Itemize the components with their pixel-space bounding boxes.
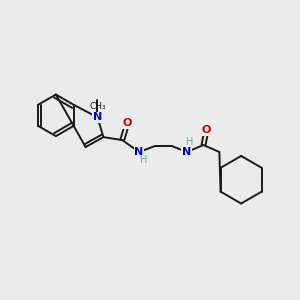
Text: O: O [202,125,211,135]
Text: N: N [93,112,102,122]
Text: H: H [140,155,148,165]
Text: O: O [122,118,132,128]
Text: CH₃: CH₃ [89,102,106,111]
Text: H: H [186,137,193,147]
Text: N: N [182,147,191,157]
Text: N: N [134,147,144,157]
